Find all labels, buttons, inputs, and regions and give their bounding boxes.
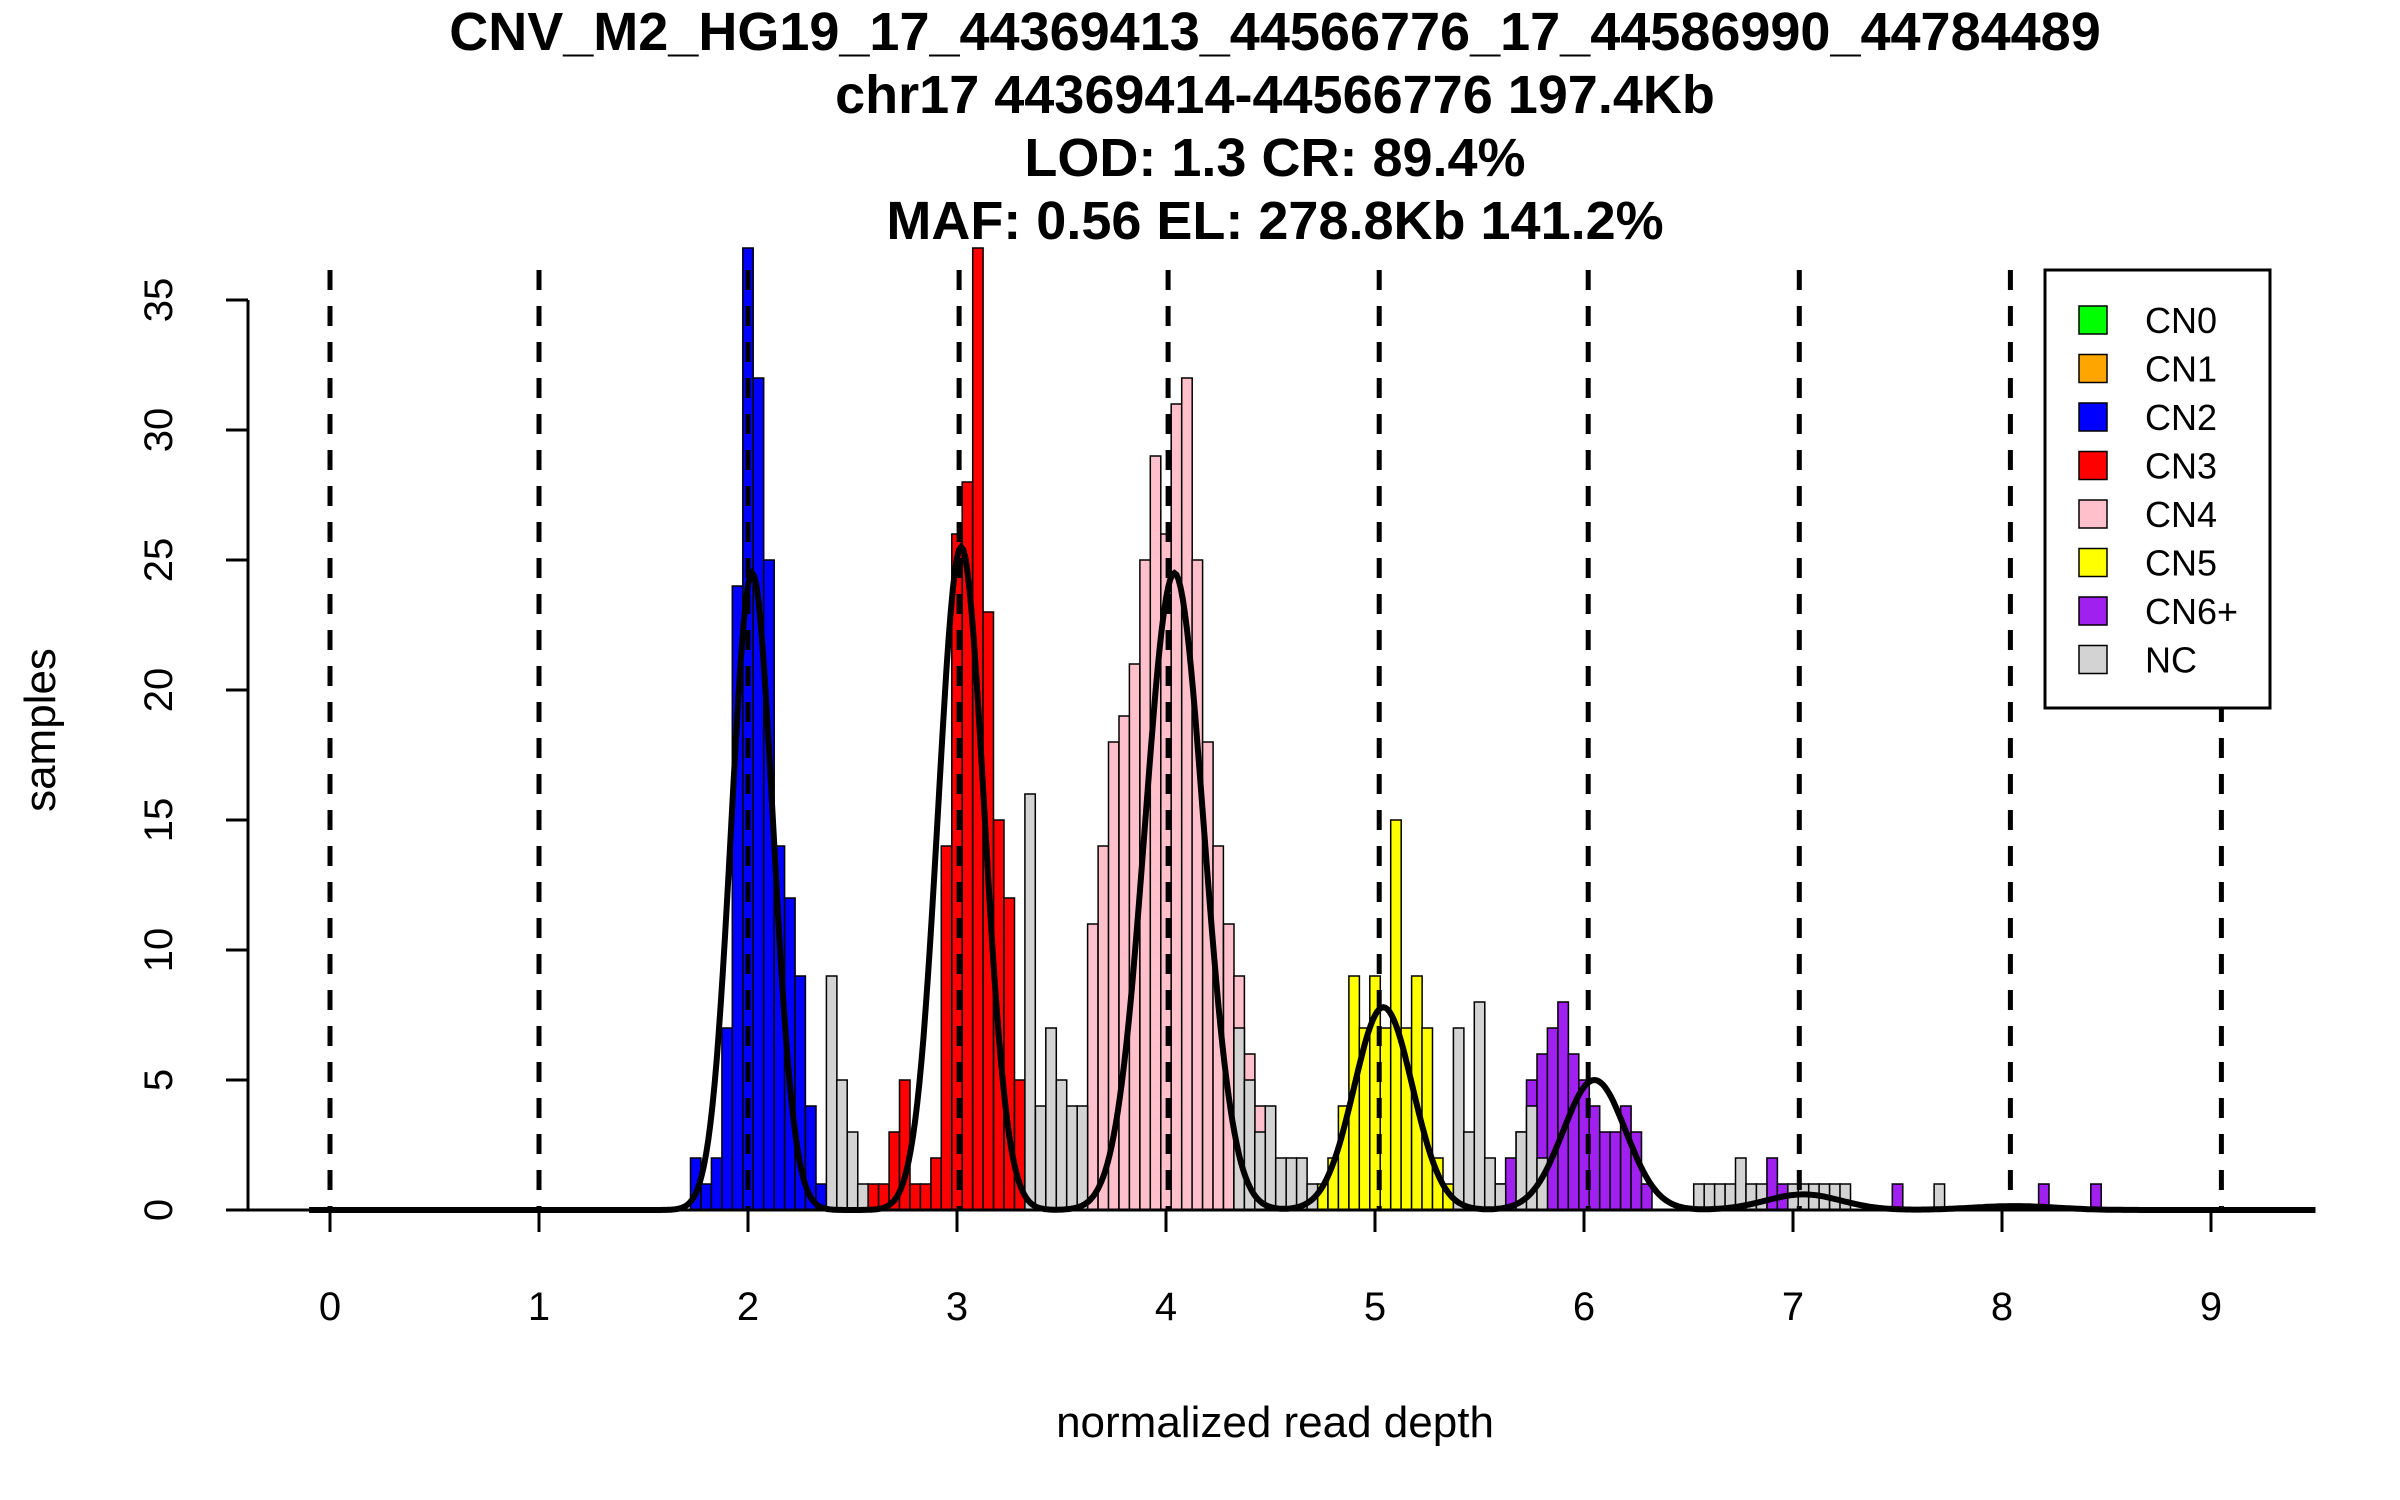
- y-tick-label: 30: [137, 408, 181, 453]
- bar-nc: [1045, 1027, 1058, 1211]
- legend: CN0 CN1 CN2 CN3 CN4 CN5 CN6+ NC: [2043, 268, 2272, 710]
- bar-cn6plus: [1557, 1001, 1570, 1211]
- bar-nc: [1839, 1183, 1852, 1211]
- bar-nc: [1274, 1157, 1287, 1211]
- x-tick-label: 5: [1364, 1285, 1386, 1329]
- x-tick-label: 0: [319, 1285, 341, 1329]
- legend-swatch-nc: [2078, 644, 2108, 675]
- y-tick-label: 15: [137, 798, 181, 843]
- bar-nc: [1452, 1027, 1465, 1211]
- bar-cn6plus: [1588, 1105, 1601, 1211]
- y-tick-label: 0: [137, 1199, 181, 1221]
- legend-swatch-cn6plus: [2078, 596, 2108, 626]
- bar-cn4: [1118, 715, 1131, 1211]
- bar-nc: [836, 1079, 848, 1211]
- bar-cn2: [752, 377, 765, 1211]
- x-axis-label: normalized read depth: [1056, 1398, 1494, 1447]
- y-axis-label: samples: [16, 648, 65, 812]
- y-axis: 0 5 10 15 20 25 30 35: [137, 278, 250, 1221]
- bar-cn6plus: [2090, 1183, 2102, 1211]
- bar-cn4: [1086, 923, 1099, 1211]
- x-tick-label: 9: [2200, 1285, 2222, 1329]
- legend-swatch-cn2: [2078, 402, 2108, 432]
- x-axis: 0 1 2 3 4 5 6 7 8 9: [248, 1208, 2310, 1329]
- x-tick-label: 4: [1155, 1285, 1177, 1329]
- bar-nc: [856, 1183, 869, 1211]
- bar-cn4: [1191, 559, 1204, 1211]
- bar-nc: [1755, 1183, 1768, 1211]
- legend-label-cn0: CN0: [2145, 300, 2217, 341]
- x-tick-label: 2: [737, 1285, 759, 1329]
- bar-nc: [1233, 1027, 1246, 1211]
- x-tick-label: 8: [1991, 1285, 2013, 1329]
- y-tick-label: 10: [137, 928, 181, 973]
- title-line-3: LOD: 1.3 CR: 89.4%: [1024, 128, 1525, 188]
- bar-nc: [1076, 1105, 1089, 1211]
- legend-swatch-cn3: [2078, 450, 2108, 481]
- bar-cn2: [700, 1183, 713, 1211]
- y-tick-label: 35: [137, 278, 181, 323]
- bar-nc: [1463, 1131, 1476, 1211]
- title-line-4: MAF: 0.56 EL: 278.8Kb 141.2%: [886, 191, 1663, 251]
- bar-nc: [1285, 1157, 1298, 1211]
- legend-label-cn2: CN2: [2145, 397, 2217, 438]
- legend-swatch-cn5: [2078, 547, 2108, 578]
- bar-nc: [1473, 1001, 1486, 1211]
- bar-nc: [1065, 1105, 1078, 1211]
- bar-cn5: [1379, 1027, 1392, 1211]
- bar-nc: [1055, 1079, 1068, 1211]
- bar-cn6plus: [1546, 1027, 1559, 1211]
- bar-nc: [1034, 1105, 1047, 1211]
- x-tick-label: 6: [1573, 1285, 1595, 1329]
- legend-label-cn6plus: CN6+: [2145, 591, 2238, 632]
- legend-label-cn5: CN5: [2145, 543, 2217, 584]
- bar-cn6plus: [1609, 1131, 1622, 1211]
- bar-cn3: [930, 1157, 943, 1211]
- y-tick-label: 5: [137, 1069, 181, 1091]
- bar-cn5: [1421, 1027, 1434, 1211]
- legend-swatch-cn1: [2078, 353, 2108, 384]
- bar-cn6plus: [1567, 1053, 1580, 1211]
- bar-cn4: [1149, 455, 1162, 1211]
- legend-swatch-cn4: [2078, 499, 2108, 529]
- bar-nc: [1264, 1105, 1277, 1211]
- bar-cn3: [919, 1183, 932, 1211]
- x-tick-label: 3: [946, 1285, 968, 1329]
- bar-cn2: [710, 1157, 723, 1211]
- bar-cn2: [721, 1027, 734, 1211]
- bar-nc: [825, 975, 838, 1211]
- histogram-bars: [689, 247, 2102, 1211]
- y-tick-label: 20: [137, 668, 181, 713]
- bar-cn4: [1180, 377, 1193, 1211]
- bar-cn3: [909, 1183, 922, 1211]
- bar-nc: [1734, 1157, 1747, 1211]
- bar-nc: [1024, 793, 1037, 1211]
- x-tick-label: 7: [1782, 1285, 1804, 1329]
- bar-nc: [846, 1131, 859, 1211]
- chart-title: CNV_M2_HG19_17_44369413_44566776_17_4458…: [449, 2, 2101, 251]
- legend-label-nc: NC: [2145, 640, 2197, 681]
- bar-cn3: [867, 1183, 880, 1211]
- y-tick-label: 25: [137, 538, 181, 583]
- title-line-1: CNV_M2_HG19_17_44369413_44566776_17_4458…: [449, 2, 2101, 62]
- legend-swatch-cn0: [2078, 305, 2108, 335]
- title-line-2: chr17 44369414-44566776 197.4Kb: [835, 65, 1715, 125]
- legend-label-cn1: CN1: [2145, 349, 2217, 390]
- bar-nc: [1483, 1157, 1496, 1211]
- legend-label-cn4: CN4: [2145, 494, 2217, 535]
- legend-label-cn3: CN3: [2145, 446, 2217, 487]
- bar-cn6plus: [1598, 1131, 1611, 1211]
- bar-cn4: [1170, 403, 1183, 1211]
- bar-cn3: [940, 845, 953, 1211]
- x-tick-label: 1: [528, 1285, 550, 1329]
- legend-box: [2043, 268, 2272, 710]
